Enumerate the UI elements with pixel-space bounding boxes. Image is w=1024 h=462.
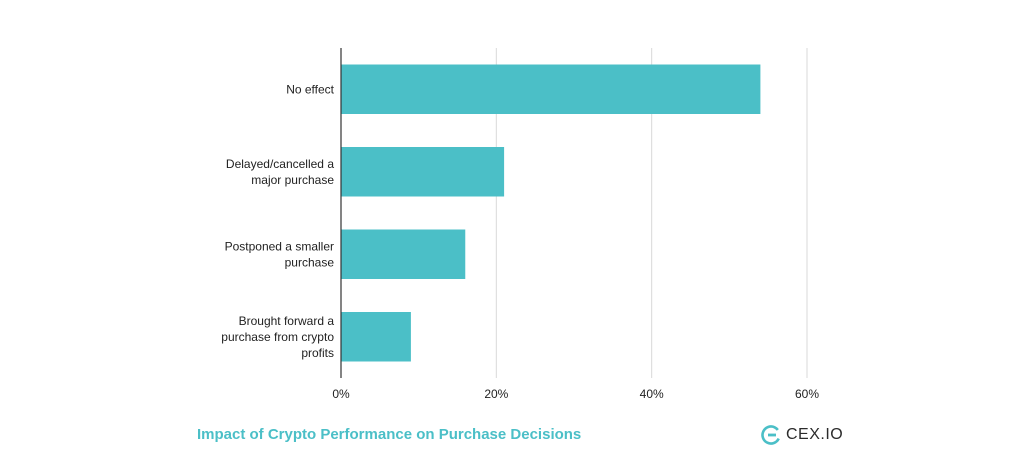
bar-1 <box>341 64 761 114</box>
chart-title: Impact of Crypto Performance on Purchase… <box>197 426 582 443</box>
category-label: purchase <box>285 255 335 269</box>
category-label: No effect <box>286 82 334 96</box>
x-tick-label: 40% <box>640 387 664 401</box>
category-label: Brought forward a <box>239 314 335 328</box>
category-label: purchase from crypto <box>221 330 334 344</box>
cex-io-logo-icon <box>761 425 781 445</box>
bar-3 <box>341 229 466 279</box>
brand-logo: CEX.IO <box>760 422 843 448</box>
category-label: Postponed a smaller <box>225 239 334 253</box>
category-label: major purchase <box>251 173 334 187</box>
x-tick-label: 20% <box>484 387 508 401</box>
bar-4 <box>341 312 411 362</box>
bar-2 <box>341 147 505 197</box>
category-label: Delayed/cancelled a <box>226 157 334 171</box>
brand-logo-text: CEX.IO <box>786 426 844 443</box>
category-label: profits <box>301 346 334 360</box>
x-tick-label: 0% <box>332 387 350 401</box>
x-tick-label: 60% <box>795 387 819 401</box>
